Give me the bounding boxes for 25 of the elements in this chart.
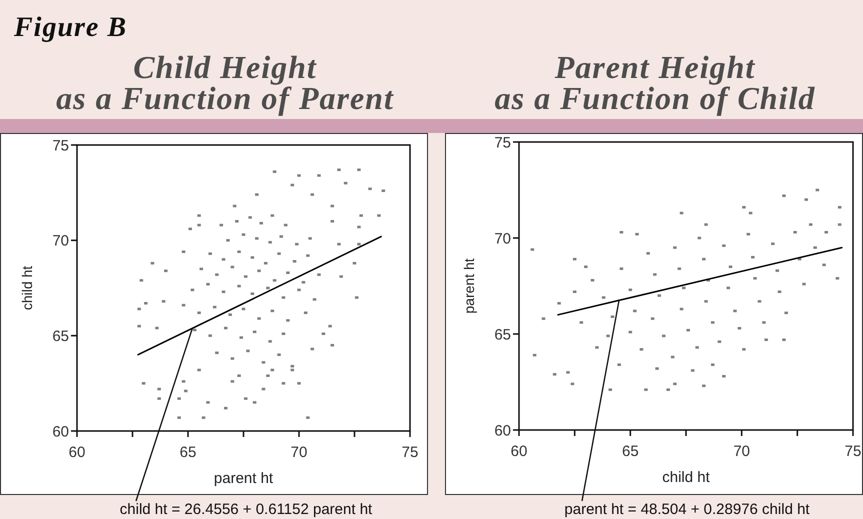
x-tick-label: 65 [180,444,196,461]
y-axis-title: parent ht [461,258,477,314]
x-tick-label: 70 [733,443,750,460]
y-tick-label: 75 [494,134,511,152]
x-tick-label: 65 [622,443,639,460]
y-tick-label: 65 [494,326,511,344]
text: Figure B [13,12,128,43]
x-tick-label: 60 [68,444,86,461]
x-tick-label: 60 [510,443,528,460]
x-tick-label: 75 [844,443,862,460]
x-tick-label: 75 [402,444,418,461]
y-tick-label: 65 [52,328,69,345]
annotation: child ht = 26.4556 + 0.61152 parent ht [120,501,374,518]
y-tick-label: 70 [494,230,511,248]
y-tick-label: 70 [52,232,69,250]
x-axis-title: child ht [662,469,711,486]
y-tick-label: 75 [52,137,69,154]
x-tick-label: 70 [290,444,308,461]
y-tick-label: 60 [52,423,69,440]
x-axis-title: parent ht [214,470,274,487]
y-tick-label: 60 [494,422,511,440]
y-axis-title: child ht [19,266,35,310]
chart-title: Child Height as a Function of Parent [56,49,394,116]
chart-title: Parent Height as a Function of Child [494,49,816,116]
annotation: parent ht = 48.504 + 0.28976 child ht [564,501,810,518]
